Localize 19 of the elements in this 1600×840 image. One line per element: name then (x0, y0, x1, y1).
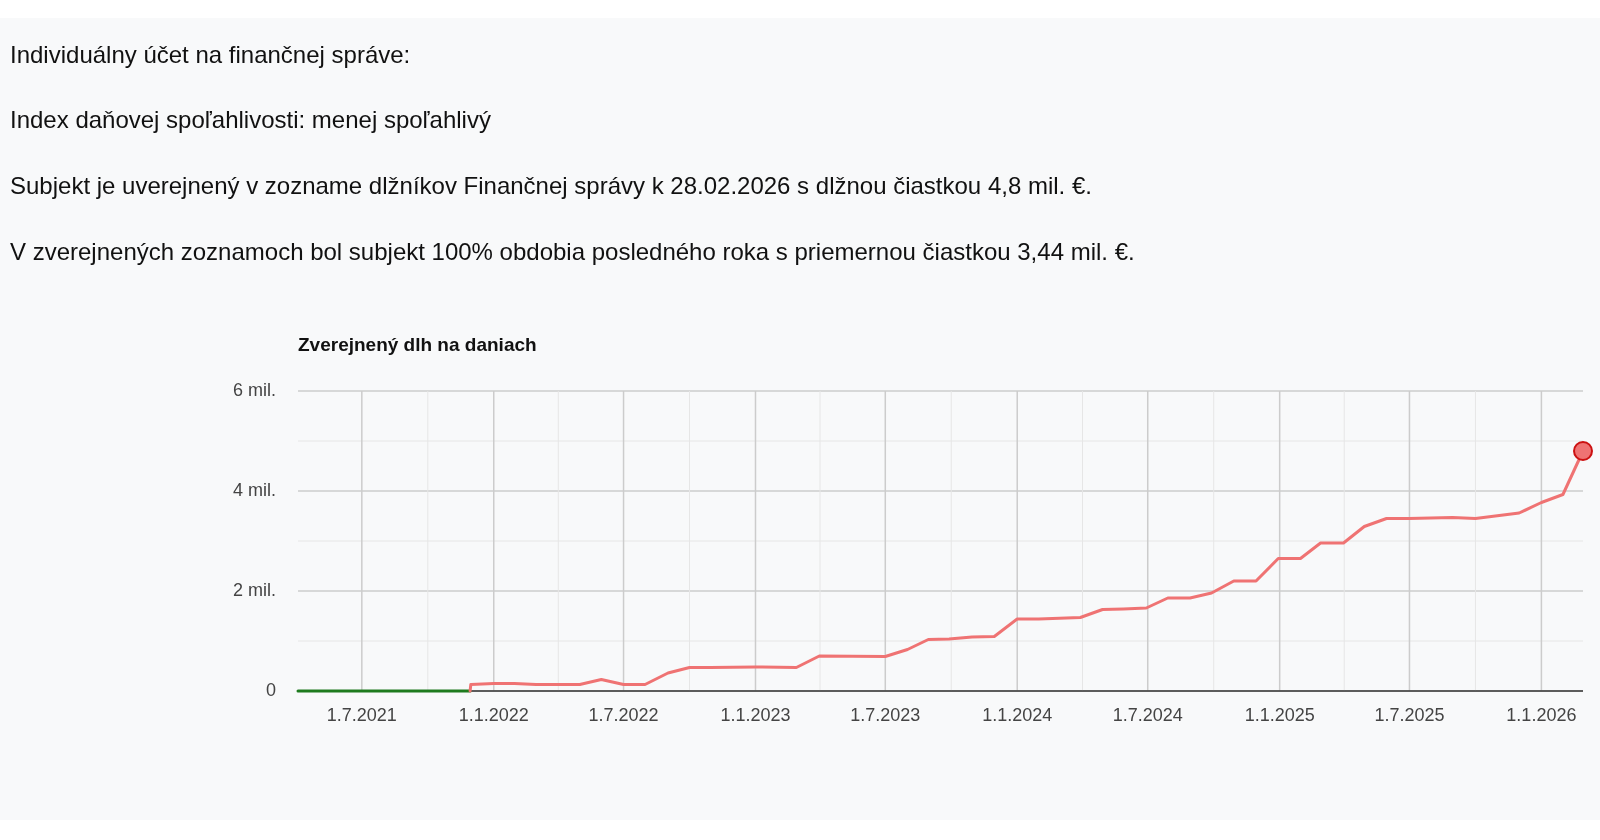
x-tick-label: 1.1.2022 (458, 704, 529, 725)
x-tick-label: 1.7.2022 (588, 704, 659, 725)
x-tick-label: 1.7.2024 (1112, 704, 1183, 725)
text: Individuálny účet na finančnej správe: (10, 41, 411, 69)
y-tick-label: 6 mil. (232, 379, 276, 400)
x-tick-label: 1.7.2021 (326, 704, 397, 725)
y-tick-label: 4 mil. (232, 479, 276, 500)
x-tick-label: 1.1.2023 (720, 704, 791, 725)
text: Subjekt je uverejnený v zozname dlžníkov Finančnej správy k 28.02.2026 s dlžnou čiastkou 4,8 mil. €. (10, 172, 1092, 200)
y-tick-label: 2 mil. (232, 579, 276, 600)
text: V zverejnených zoznamoch bol subjekt 100% obdobia posledného roka s priemernou čiastkou 3,44 mil. €. (10, 238, 1135, 266)
x-tick-label: 1.7.2025 (1374, 704, 1445, 725)
x-tick-label: 1.7.2023 (850, 704, 921, 725)
x-tick-label: 1.1.2024 (982, 704, 1053, 725)
chart-title: Zverejnený dlh na daniach (298, 334, 537, 356)
x-tick-label: 1.1.2025 (1244, 704, 1315, 725)
text: Index daňovej spoľahlivosti: menej spoľahlivý (10, 106, 491, 134)
y-tick-label: 0 (265, 679, 276, 700)
x-tick-label: 1.1.2026 (1506, 704, 1577, 725)
